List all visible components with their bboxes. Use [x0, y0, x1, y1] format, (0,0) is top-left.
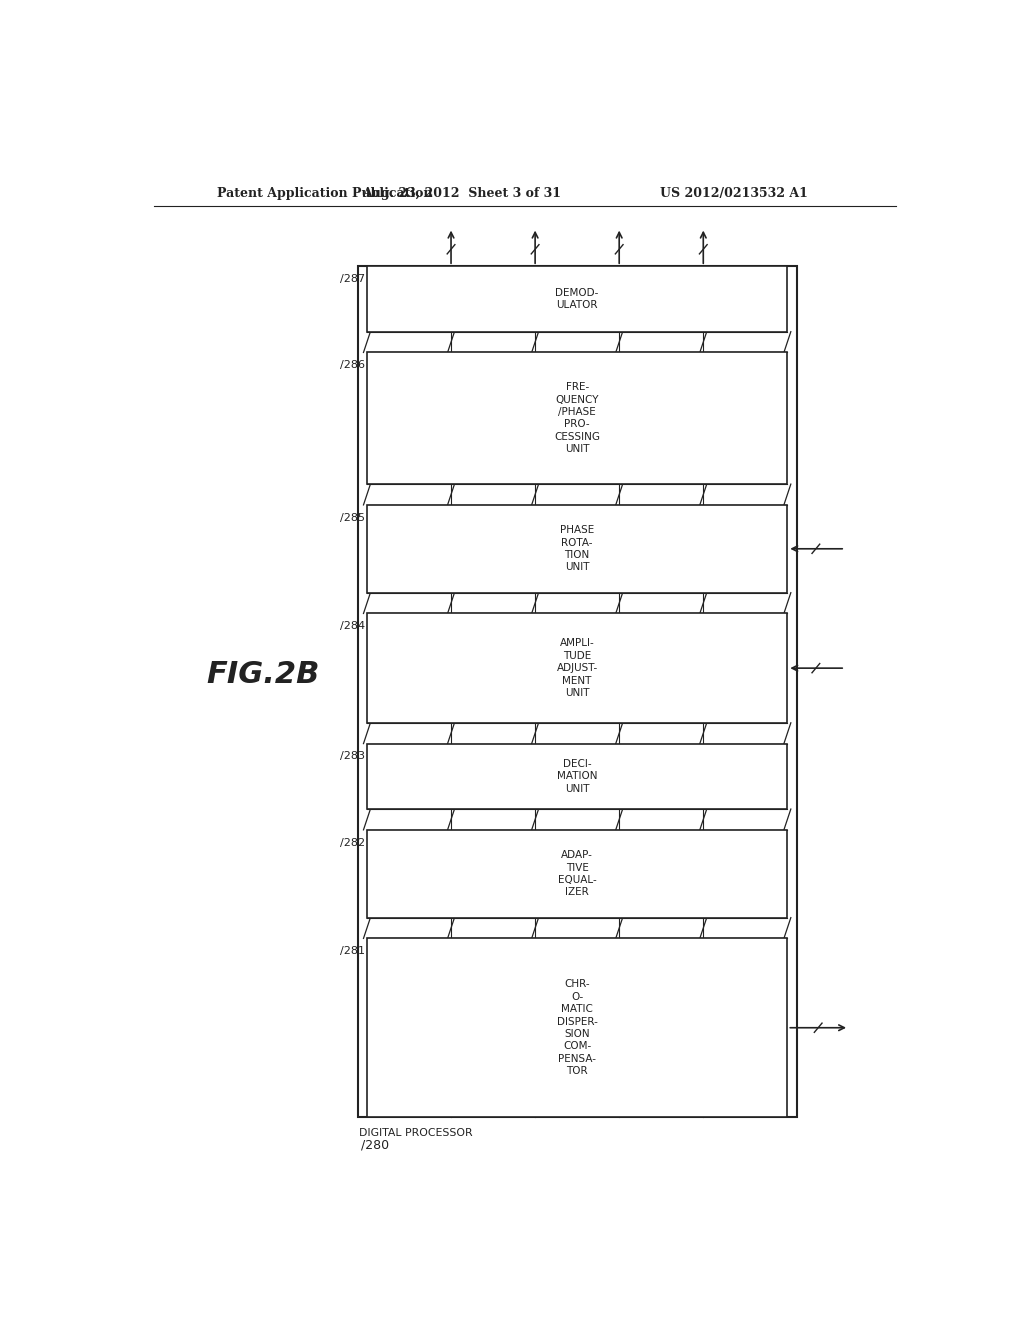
Text: FRE-
QUENCY
/PHASE
PRO-
CESSING
UNIT: FRE- QUENCY /PHASE PRO- CESSING UNIT: [554, 383, 600, 454]
Text: DIGITAL PROCESSOR: DIGITAL PROCESSOR: [359, 1127, 473, 1138]
Text: DECI-
MATION
UNIT: DECI- MATION UNIT: [557, 759, 597, 793]
Text: PHASE
ROTA-
TION
UNIT: PHASE ROTA- TION UNIT: [560, 525, 594, 573]
Text: /286: /286: [340, 360, 365, 370]
Text: Aug. 23, 2012  Sheet 3 of 31: Aug. 23, 2012 Sheet 3 of 31: [362, 186, 561, 199]
Text: /283: /283: [340, 751, 365, 762]
Bar: [367, 267, 787, 331]
Text: /284: /284: [340, 622, 365, 631]
Bar: [367, 614, 787, 723]
Text: DEMOD-
ULATOR: DEMOD- ULATOR: [555, 288, 599, 310]
Bar: [367, 743, 787, 809]
Bar: [367, 939, 787, 1117]
Bar: [357, 267, 797, 1117]
Text: /287: /287: [340, 275, 365, 284]
Text: /282: /282: [340, 837, 365, 847]
Text: AMPLI-
TUDE
ADJUST-
MENT
UNIT: AMPLI- TUDE ADJUST- MENT UNIT: [556, 639, 598, 698]
Bar: [367, 352, 787, 484]
Bar: [367, 830, 787, 917]
Text: /285: /285: [340, 512, 365, 523]
Text: FIG.2B: FIG.2B: [206, 660, 319, 689]
Text: /281: /281: [340, 946, 365, 956]
Text: Patent Application Publication: Patent Application Publication: [217, 186, 432, 199]
Bar: [367, 506, 787, 593]
Text: ADAP-
TIVE
EQUAL-
IZER: ADAP- TIVE EQUAL- IZER: [558, 850, 597, 898]
Text: US 2012/0213532 A1: US 2012/0213532 A1: [660, 186, 808, 199]
Text: CHR-
O-
MATIC
DISPER-
SION
COM-
PENSA-
TOR: CHR- O- MATIC DISPER- SION COM- PENSA- T…: [557, 979, 598, 1076]
Text: /280: /280: [360, 1139, 389, 1151]
